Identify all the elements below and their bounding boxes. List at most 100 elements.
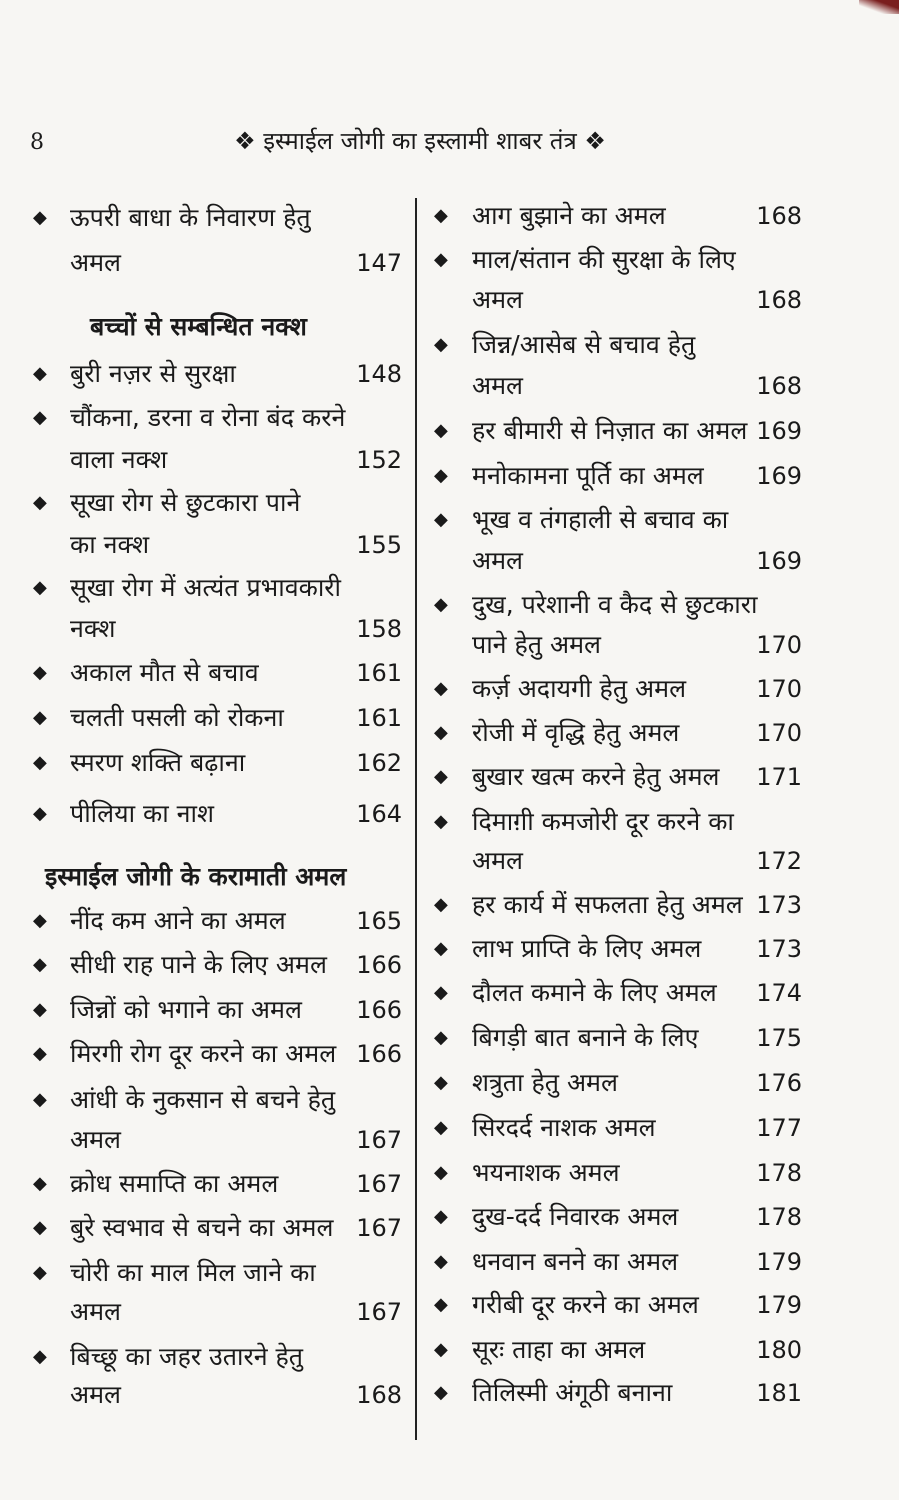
entry-title[interactable]: माल/संतान की सुरक्षा के लिए: [472, 245, 736, 274]
entry-title[interactable]: हर बीमारी से निज़ात का अमल: [472, 416, 748, 445]
entry-title[interactable]: सूरः ताहा का अमल: [472, 1335, 646, 1364]
entry-page-number: 173: [756, 935, 802, 963]
entry-title[interactable]: ऊपरी बाधा के निवारण हेतु: [70, 203, 311, 232]
entry-title[interactable]: सीधी राह पाने के लिए अमल: [70, 950, 327, 979]
entry-title[interactable]: अमल: [70, 1380, 122, 1409]
entry-title[interactable]: क्रोध समाप्ति का अमल: [70, 1169, 279, 1198]
entry-title[interactable]: भयनाशक अमल: [472, 1158, 620, 1187]
entry-title[interactable]: कर्ज़ अदायगी हेतु अमल: [472, 674, 687, 703]
diamond-bullet-icon: ◆: [434, 1117, 448, 1138]
diamond-bullet-icon: ◆: [33, 954, 47, 975]
entry-title[interactable]: चलती पसली को रोकना: [70, 703, 284, 732]
entry-title[interactable]: चोरी का माल मिल जाने का: [70, 1258, 316, 1287]
entry-title[interactable]: बुरी नज़र से सुरक्षा: [70, 359, 236, 388]
entry-title[interactable]: जिन्न/आसेब से बचाव हेतु: [472, 330, 696, 359]
diamond-bullet-icon: ◆: [434, 205, 448, 226]
entry-title[interactable]: बिगड़ी बात बनाने के लिए: [472, 1023, 699, 1052]
entry-title[interactable]: चौंकना, डरना व रोना बंद करने: [70, 403, 346, 432]
entry-title[interactable]: अमल: [472, 371, 524, 400]
entry-page-number: 158: [356, 615, 402, 643]
entry-page-number: 166: [356, 1040, 402, 1068]
entry-title[interactable]: अकाल मौत से बचाव: [70, 658, 259, 687]
diamond-bullet-icon: ◆: [434, 678, 448, 699]
diamond-bullet-icon: ◆: [434, 1339, 448, 1360]
entry-title[interactable]: शत्रुता हेतु अमल: [472, 1068, 618, 1097]
entry-page-number: 170: [756, 675, 802, 703]
diamond-bullet-icon: ◆: [434, 1162, 448, 1183]
entry-title[interactable]: पीलिया का नाश: [70, 799, 214, 828]
entry-title[interactable]: बिच्छू का जहर उतारने हेतु: [70, 1342, 304, 1371]
diamond-bullet-icon: ◆: [434, 1251, 448, 1272]
column-divider: [415, 198, 417, 1440]
entry-title[interactable]: गरीबी दूर करने का अमल: [472, 1290, 699, 1319]
entry-title[interactable]: मिरगी रोग दूर करने का अमल: [70, 1039, 337, 1068]
entry-title[interactable]: दिमाग़ी कमजोरी दूर करने का: [472, 807, 734, 836]
entry-title[interactable]: सिरदर्द नाशक अमल: [472, 1113, 656, 1142]
entry-title[interactable]: नींद कम आने का अमल: [70, 906, 286, 935]
book-cover-edge: [859, 0, 899, 14]
entry-title[interactable]: बुखार खत्म करने हेतु अमल: [472, 762, 720, 791]
diamond-bullet-icon: ◆: [434, 766, 448, 787]
entry-title[interactable]: दुख, परेशानी व कैद से छुटकारा: [472, 590, 758, 619]
entry-title[interactable]: आंधी के नुकसान से बचने हेतु: [70, 1085, 336, 1114]
diamond-bullet-icon: ◆: [434, 509, 448, 530]
entry-page-number: 179: [756, 1248, 802, 1276]
diamond-bullet-icon: ◆: [434, 1072, 448, 1093]
entry-title[interactable]: अमल: [70, 1297, 122, 1326]
page-number: 8: [30, 130, 44, 155]
diamond-bullet-icon: ◆: [33, 1173, 47, 1194]
section-heading: इस्माईल जोगी के करामाती अमल: [45, 862, 347, 891]
entry-title[interactable]: भूख व तंगहाली से बचाव का: [472, 505, 729, 534]
entry-page-number: 174: [756, 979, 802, 1007]
entry-title[interactable]: सूखा रोग में अत्यंत प्रभावकारी: [70, 573, 341, 602]
diamond-bullet-icon: ◆: [33, 999, 47, 1020]
entry-title[interactable]: दौलत कमाने के लिए अमल: [472, 978, 717, 1007]
entry-title[interactable]: दुख-दर्द निवारक अमल: [472, 1202, 679, 1231]
entry-title[interactable]: धनवान बनने का अमल: [472, 1247, 679, 1276]
entry-title[interactable]: अमल: [472, 846, 524, 875]
entry-title[interactable]: स्मरण शक्ति बढ़ाना: [70, 748, 246, 777]
diamond-bullet-icon: ◆: [434, 594, 448, 615]
entry-title[interactable]: मनोकामना पूर्ति का अमल: [472, 461, 704, 490]
diamond-bullet-icon: ◆: [434, 1294, 448, 1315]
diamond-bullet-icon: ◆: [33, 1346, 47, 1367]
diamond-bullet-icon: ◆: [33, 207, 47, 228]
entry-page-number: 168: [756, 202, 802, 230]
entry-page-number: 167: [356, 1214, 402, 1242]
diamond-bullet-icon: ◆: [33, 363, 47, 384]
diamond-bullet-icon: ◆: [434, 722, 448, 743]
entry-title[interactable]: बुरे स्वभाव से बचने का अमल: [70, 1213, 334, 1242]
entry-page-number: 180: [756, 1336, 802, 1364]
entry-title[interactable]: वाला नक्श: [70, 445, 168, 474]
entry-title[interactable]: सूखा रोग से छुटकारा पाने: [70, 488, 301, 517]
diamond-bullet-icon: ◆: [434, 938, 448, 959]
entry-title[interactable]: हर कार्य में सफलता हेतु अमल: [472, 890, 743, 919]
entry-title[interactable]: अमल: [472, 285, 524, 314]
entry-page-number: 148: [356, 360, 402, 388]
entry-title[interactable]: नक्श: [70, 614, 116, 643]
diamond-bullet-icon: ◆: [434, 982, 448, 1003]
diamond-bullet-icon: ◆: [33, 577, 47, 598]
entry-page-number: 168: [756, 372, 802, 400]
entry-title[interactable]: रोजी में वृद्धि हेतु अमल: [472, 718, 680, 747]
entry-title[interactable]: का नक्श: [70, 530, 150, 559]
entry-page-number: 167: [356, 1170, 402, 1198]
entry-title[interactable]: जिन्नों को भगाने का अमल: [70, 995, 302, 1024]
entry-title[interactable]: तिलिस्मी अंगूठी बनाना: [472, 1378, 673, 1407]
entry-title[interactable]: अमल: [472, 546, 524, 575]
entry-page-number: 162: [356, 749, 402, 777]
section-heading: बच्चों से सम्बन्धित नक्श: [90, 312, 307, 341]
entry-title[interactable]: अमल: [70, 248, 122, 277]
diamond-bullet-icon: ◆: [434, 1027, 448, 1048]
entry-title[interactable]: अमल: [70, 1125, 122, 1154]
entry-page-number: 181: [756, 1379, 802, 1407]
entry-title[interactable]: लाभ प्राप्ति के लिए अमल: [472, 934, 702, 963]
entry-page-number: 168: [356, 1381, 402, 1409]
entry-page-number: 155: [356, 531, 402, 559]
entry-title[interactable]: आग बुझाने का अमल: [472, 201, 666, 230]
entry-page-number: 167: [356, 1126, 402, 1154]
running-header: ❖ इस्माईल जोगी का इस्लामी शाबर तंत्र ❖: [234, 127, 606, 155]
entry-page-number: 152: [356, 446, 402, 474]
entry-title[interactable]: पाने हेतु अमल: [472, 630, 601, 659]
entry-page-number: 161: [356, 659, 402, 687]
